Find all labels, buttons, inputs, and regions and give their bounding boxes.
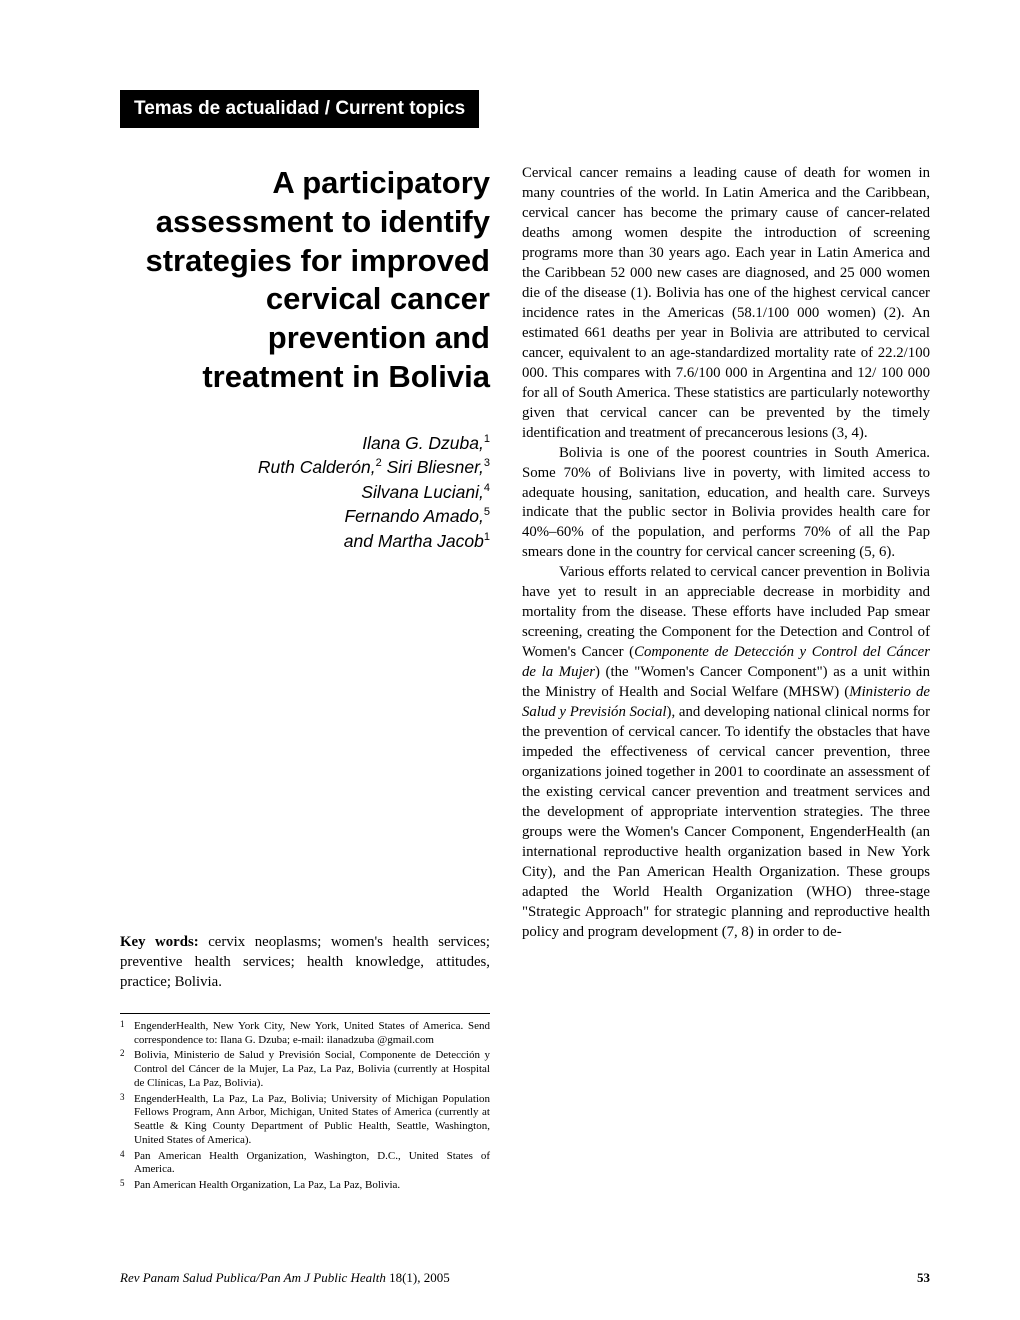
footnote-text: Pan American Health Organization, La Paz… — [134, 1179, 490, 1193]
footnote-item: 5Pan American Health Organization, La Pa… — [120, 1179, 490, 1193]
body-paragraph: Cervical cancer remains a leading cause … — [522, 164, 930, 444]
footnote-item: 3EngenderHealth, La Paz, La Paz, Bolivia… — [120, 1093, 490, 1148]
footnote-marker: 2 — [120, 1048, 134, 1089]
section-heading: Temas de actualidad / Current topics — [120, 90, 479, 128]
keywords-label: Key words: — [120, 934, 199, 950]
right-column: Cervical cancer remains a leading cause … — [522, 164, 930, 1195]
footnote-item: 1EngenderHealth, New York City, New York… — [120, 1020, 490, 1048]
authors-block: Ilana G. Dzuba,1Ruth Calderón,2 Siri Bli… — [120, 431, 490, 554]
footnote-marker: 4 — [120, 1149, 134, 1177]
footnotes-list: 1EngenderHealth, New York City, New York… — [120, 1020, 490, 1195]
footnote-text: Bolivia, Ministerio de Salud y Previsión… — [134, 1049, 490, 1090]
footnote-text: EngenderHealth, New York City, New York,… — [134, 1020, 490, 1048]
body-paragraph: Bolivia is one of the poorest countries … — [522, 444, 930, 564]
footnote-text: EngenderHealth, La Paz, La Paz, Bolivia;… — [134, 1093, 490, 1148]
left-column: A participatory assessment to identify s… — [120, 164, 490, 1195]
footnote-marker: 3 — [120, 1092, 134, 1147]
body-paragraph: Various efforts related to cervical canc… — [522, 563, 930, 942]
footnote-item: 2Bolivia, Ministerio de Salud y Previsió… — [120, 1049, 490, 1090]
page-number: 53 — [917, 1270, 930, 1286]
footnote-rule — [120, 1013, 490, 1014]
footnote-marker: 1 — [120, 1019, 134, 1047]
keywords: Key words: cervix neoplasms; women's hea… — [120, 933, 490, 993]
journal-ref: Rev Panam Salud Publica/Pan Am J Public … — [120, 1270, 450, 1286]
footnote-item: 4Pan American Health Organization, Washi… — [120, 1150, 490, 1178]
footnote-text: Pan American Health Organization, Washin… — [134, 1150, 490, 1178]
footnote-marker: 5 — [120, 1178, 134, 1192]
running-footer: Rev Panam Salud Publica/Pan Am J Public … — [120, 1270, 930, 1286]
article-title: A participatory assessment to identify s… — [120, 164, 490, 397]
content-columns: A participatory assessment to identify s… — [120, 164, 930, 1195]
